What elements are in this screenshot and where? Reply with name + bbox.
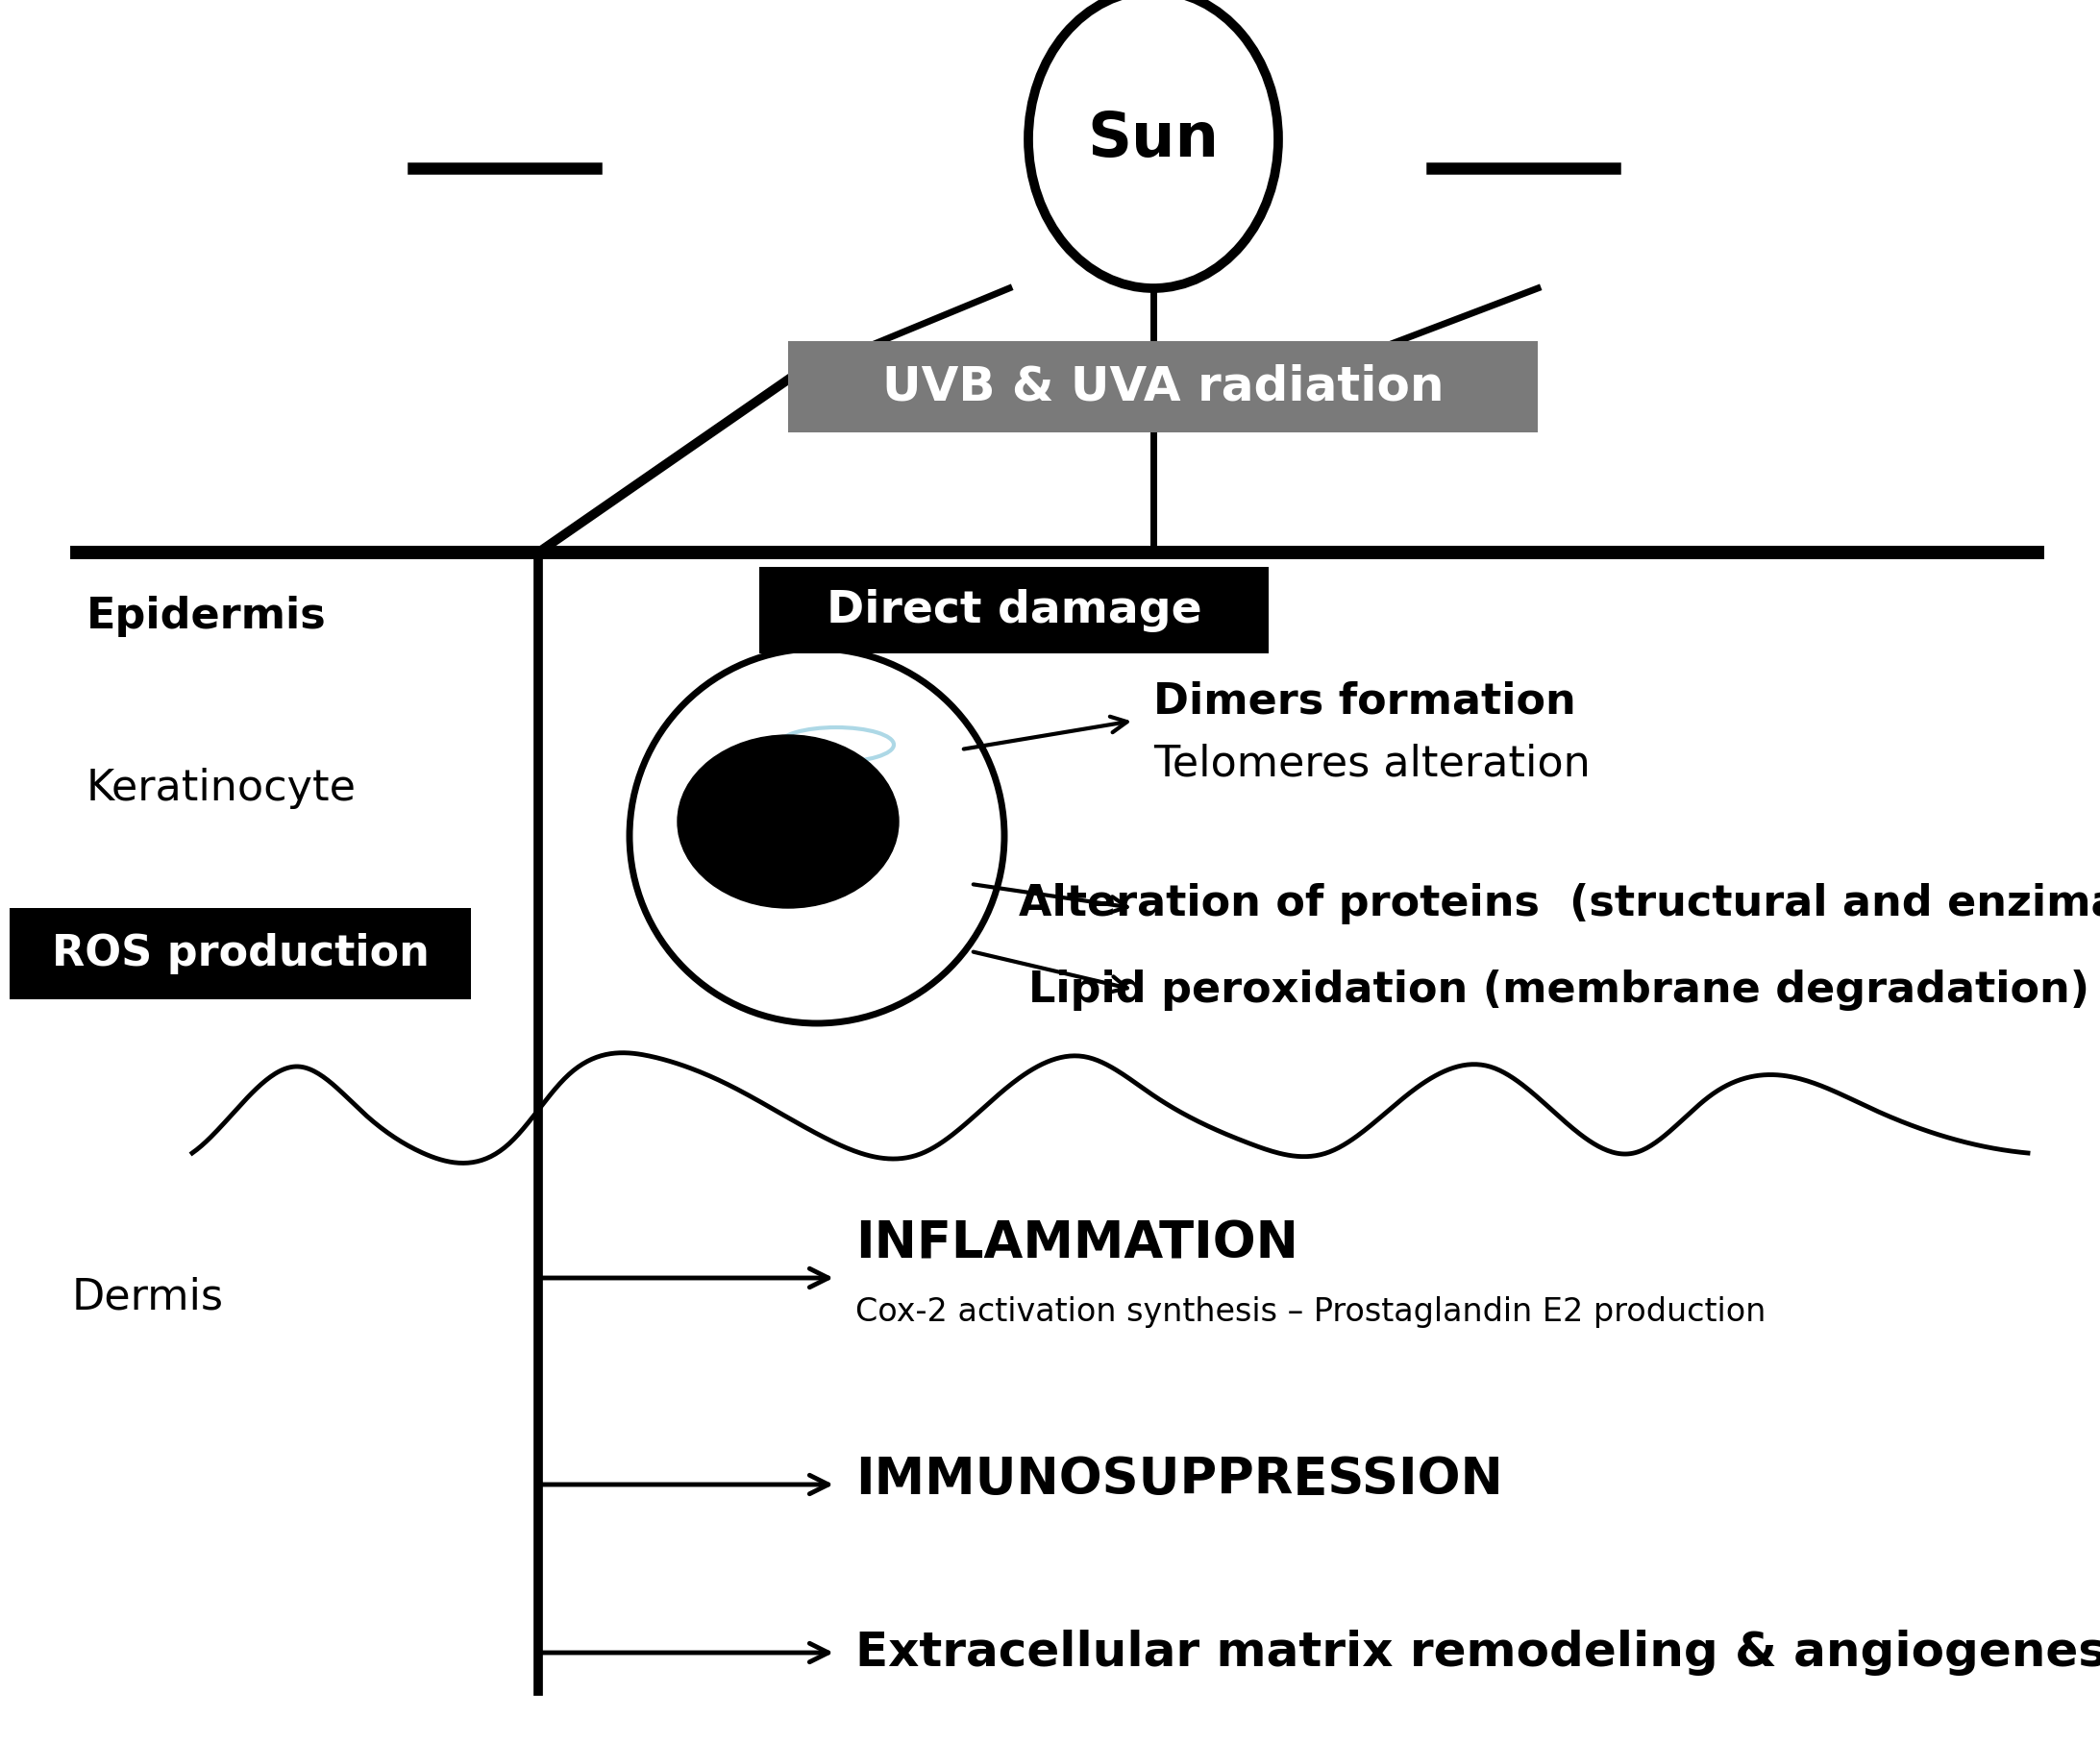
Text: Cox-2 activation synthesis – Prostaglandin E2 production: Cox-2 activation synthesis – Prostagland… (855, 1295, 1766, 1328)
Text: Lipid peroxidation (membrane degradation): Lipid peroxidation (membrane degradation… (1029, 969, 2090, 1011)
Text: Epidermis: Epidermis (86, 596, 325, 636)
Text: Keratinocyte: Keratinocyte (86, 767, 357, 809)
FancyBboxPatch shape (788, 342, 1537, 432)
Text: Alteration of proteins  (structural and enzimatic): Alteration of proteins (structural and e… (1018, 882, 2100, 924)
Text: Telomeres alteration: Telomeres alteration (1153, 743, 1590, 784)
Text: INFLAMMATION: INFLAMMATION (855, 1220, 1298, 1269)
FancyBboxPatch shape (760, 566, 1268, 654)
Text: Dermis: Dermis (71, 1276, 225, 1318)
Text: ROS production: ROS production (52, 933, 428, 974)
Text: Dimers formation: Dimers formation (1153, 682, 1575, 722)
Text: Extracellular matrix remodeling & angiogenesis: Extracellular matrix remodeling & angiog… (855, 1630, 2100, 1675)
Ellipse shape (678, 736, 899, 908)
FancyBboxPatch shape (10, 908, 470, 999)
Text: Direct damage: Direct damage (825, 589, 1201, 631)
Text: IMMUNOSUPPRESSION: IMMUNOSUPPRESSION (855, 1455, 1504, 1504)
Text: Sun: Sun (1088, 110, 1220, 169)
Text: UVB & UVA radiation: UVB & UVA radiation (882, 364, 1445, 410)
